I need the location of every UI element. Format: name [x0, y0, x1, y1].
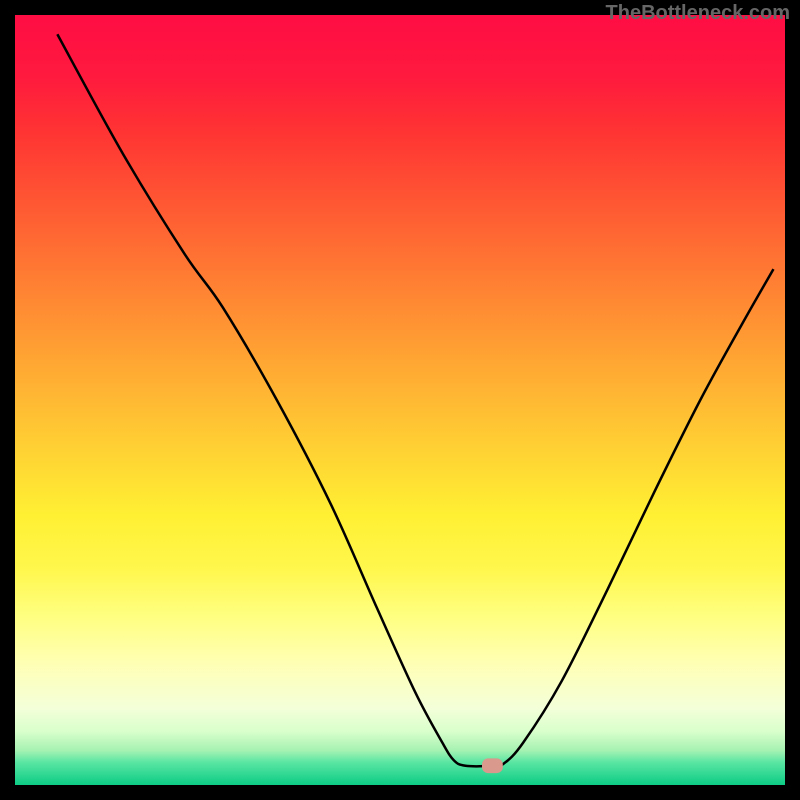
optimal-marker — [482, 758, 503, 773]
watermark-text: TheBottleneck.com — [606, 2, 790, 25]
chart-container: TheBottleneck.com — [0, 0, 800, 800]
bottleneck-chart — [0, 0, 800, 800]
